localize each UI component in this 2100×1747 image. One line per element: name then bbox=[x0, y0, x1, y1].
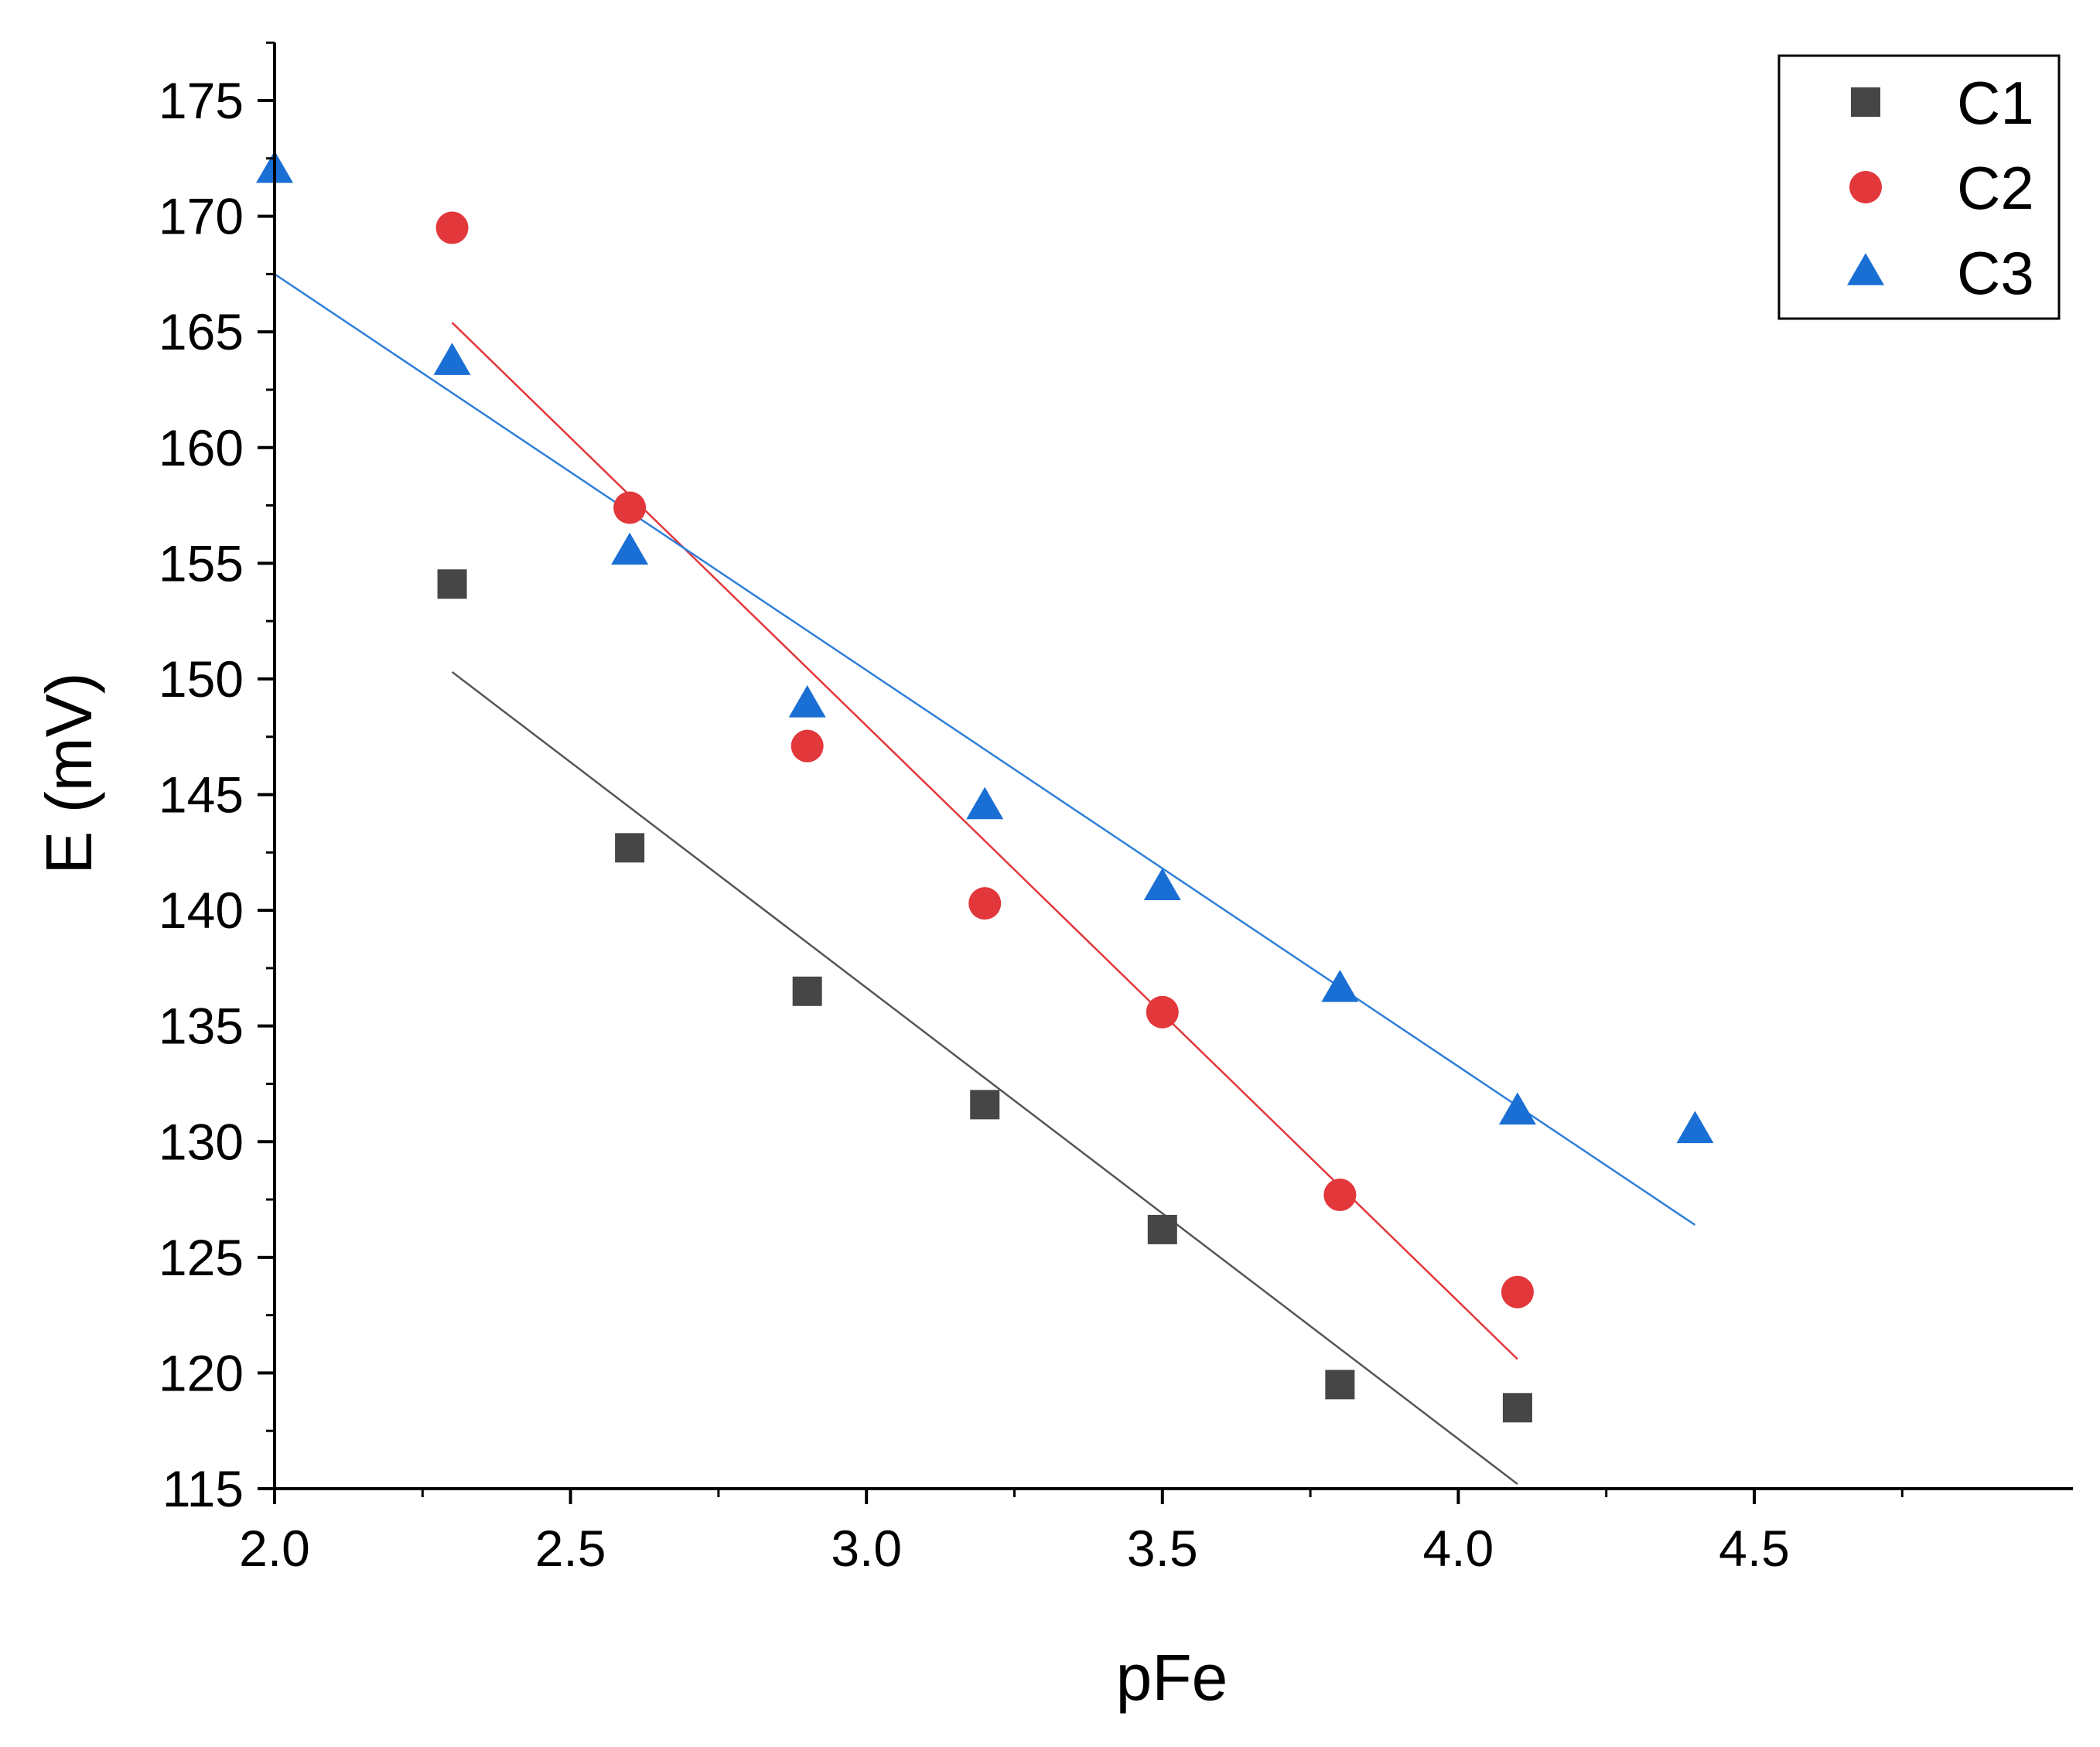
c1-point bbox=[1325, 1370, 1355, 1400]
c3-point bbox=[1498, 1092, 1536, 1125]
y-tick-label: 115 bbox=[162, 1460, 244, 1517]
axes bbox=[258, 41, 2073, 1504]
x-axis-title: pFe bbox=[1116, 1641, 1228, 1714]
y-tick-label: 175 bbox=[159, 72, 244, 129]
c2-point bbox=[968, 887, 1002, 920]
y-tick-label: 125 bbox=[159, 1229, 244, 1286]
legend-label-c2: C2 bbox=[1957, 154, 2034, 222]
legend-marker-c2 bbox=[1849, 171, 1882, 203]
c1-point bbox=[1502, 1393, 1532, 1423]
y-tick-label: 135 bbox=[159, 998, 244, 1055]
c3-point bbox=[788, 685, 826, 718]
y-tick-label: 170 bbox=[159, 188, 244, 245]
fit-line-c1 bbox=[451, 670, 1518, 1486]
y-tick-label: 160 bbox=[159, 419, 244, 476]
c3-point bbox=[433, 343, 471, 375]
y-axis-title: E (mV) bbox=[32, 672, 105, 874]
c1-point bbox=[792, 976, 822, 1006]
fit-line-c3 bbox=[274, 273, 1696, 1226]
c2-point bbox=[1501, 1275, 1534, 1309]
c1-point bbox=[1147, 1214, 1177, 1244]
x-tick-label: 4.5 bbox=[1719, 1520, 1790, 1577]
c2-point bbox=[1323, 1179, 1357, 1212]
c3-point bbox=[1143, 868, 1181, 900]
c2-point bbox=[1146, 995, 1179, 1029]
x-tick-label: 4.0 bbox=[1423, 1520, 1494, 1577]
legend-marker-c1 bbox=[1851, 87, 1880, 117]
y-tick-label: 145 bbox=[159, 766, 244, 824]
c3-point bbox=[611, 532, 649, 565]
c1-point bbox=[970, 1090, 1000, 1120]
c3-point bbox=[966, 786, 1004, 820]
x-tick-label: 2.0 bbox=[239, 1520, 310, 1577]
legend-box bbox=[1777, 54, 2061, 320]
legend: C1 C2 C3 bbox=[1777, 54, 2061, 320]
c2-point bbox=[613, 491, 647, 524]
legend-label-c1: C1 bbox=[1957, 69, 2034, 137]
y-tick-label: 140 bbox=[159, 882, 244, 939]
y-tick-label: 150 bbox=[159, 650, 244, 708]
c1-point bbox=[615, 833, 645, 863]
y-tick-label: 120 bbox=[159, 1344, 244, 1401]
c1-point bbox=[437, 569, 467, 599]
legend-marker-c3 bbox=[1847, 253, 1884, 285]
y-tick-label: 130 bbox=[159, 1113, 244, 1170]
y-tick-label: 155 bbox=[159, 534, 244, 592]
y-tick-label: 165 bbox=[159, 303, 244, 360]
legend-label-c3: C3 bbox=[1957, 239, 2034, 307]
x-tick-label: 3.5 bbox=[1127, 1520, 1198, 1577]
x-tick-label: 3.0 bbox=[831, 1520, 902, 1577]
c3-point bbox=[1676, 1111, 1714, 1144]
c2-point bbox=[790, 729, 824, 763]
c3-point bbox=[1321, 970, 1359, 1002]
tick-labels: 2.0 2.5 3.0 3.5 4.0 4.5 115 120 125 130 135 140 145 1… bbox=[159, 72, 1790, 1577]
c2-point bbox=[435, 211, 469, 244]
x-tick-label: 2.5 bbox=[535, 1520, 606, 1577]
